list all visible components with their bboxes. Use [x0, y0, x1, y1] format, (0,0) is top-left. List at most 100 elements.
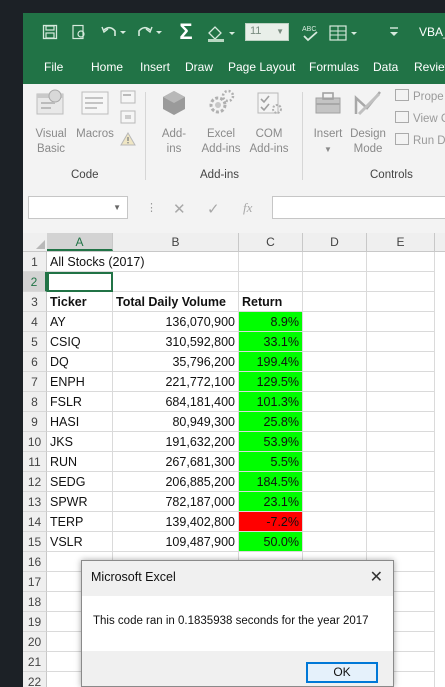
- cell-c1[interactable]: [239, 252, 303, 272]
- cell-e21[interactable]: [367, 652, 435, 672]
- cell-e4[interactable]: [367, 312, 435, 332]
- tab-page-layout[interactable]: Page Layout: [228, 60, 296, 74]
- row-header[interactable]: 19: [23, 612, 47, 632]
- visual-basic-button[interactable]: Visual Basic: [33, 88, 69, 157]
- row-header[interactable]: 9: [23, 412, 47, 432]
- cell-e1[interactable]: [367, 252, 435, 272]
- cell-b15[interactable]: 109,487,900: [113, 532, 239, 552]
- cell-a11[interactable]: RUN: [47, 452, 113, 472]
- run-dialog-button[interactable]: Run D: [395, 133, 445, 147]
- row-header[interactable]: 15: [23, 532, 47, 552]
- cell-c3[interactable]: Return: [239, 292, 303, 312]
- table-icon[interactable]: [328, 24, 358, 42]
- tab-formulas[interactable]: Formulas: [309, 60, 360, 74]
- cell-e18[interactable]: [367, 592, 435, 612]
- cell-b13[interactable]: 782,187,000: [113, 492, 239, 512]
- cell-c13[interactable]: 23.1%: [239, 492, 303, 512]
- row-header[interactable]: 10: [23, 432, 47, 452]
- cell-c12[interactable]: 184.5%: [239, 472, 303, 492]
- cell-b5[interactable]: 310,592,800: [113, 332, 239, 352]
- row-header[interactable]: 3: [23, 292, 47, 312]
- tab-home[interactable]: Home: [91, 60, 124, 74]
- cell-c9[interactable]: 25.8%: [239, 412, 303, 432]
- cell-e22[interactable]: [367, 672, 435, 687]
- cell-c2[interactable]: [239, 272, 303, 292]
- properties-button[interactable]: Prope: [395, 89, 444, 103]
- cell-a10[interactable]: JKS: [47, 432, 113, 452]
- view-code-button[interactable]: View C: [395, 111, 445, 125]
- row-header[interactable]: 6: [23, 352, 47, 372]
- tab-review[interactable]: Review: [414, 60, 445, 74]
- cell-a1[interactable]: All Stocks (2017): [47, 252, 144, 272]
- cell-c11[interactable]: 5.5%: [239, 452, 303, 472]
- cell-b6[interactable]: 35,796,200: [113, 352, 239, 372]
- cell-b2[interactable]: [113, 272, 239, 292]
- cell-a5[interactable]: CSIQ: [47, 332, 113, 352]
- cell-a12[interactable]: SEDG: [47, 472, 113, 492]
- active-cell-a2[interactable]: [47, 272, 113, 292]
- cell-e13[interactable]: [367, 492, 435, 512]
- cell-d15[interactable]: [303, 532, 367, 552]
- cell-e5[interactable]: [367, 332, 435, 352]
- relative-reference-icon[interactable]: [120, 110, 136, 127]
- cancel-icon[interactable]: ✕: [173, 201, 186, 218]
- cell-d13[interactable]: [303, 492, 367, 512]
- row-header[interactable]: 16: [23, 552, 47, 572]
- cell-d1[interactable]: [303, 252, 367, 272]
- row-header[interactable]: 4: [23, 312, 47, 332]
- row-header[interactable]: 11: [23, 452, 47, 472]
- undo-icon[interactable]: [99, 24, 127, 42]
- tab-data[interactable]: Data: [373, 60, 399, 74]
- row-header[interactable]: 2: [23, 272, 47, 292]
- cell-d6[interactable]: [303, 352, 367, 372]
- autosum-icon[interactable]: Σ: [179, 19, 193, 44]
- cell-e9[interactable]: [367, 412, 435, 432]
- row-header[interactable]: 17: [23, 572, 47, 592]
- cell-b8[interactable]: 684,181,400: [113, 392, 239, 412]
- cell-d2[interactable]: [303, 272, 367, 292]
- column-header-e[interactable]: E: [367, 233, 435, 251]
- cell-e19[interactable]: [367, 612, 435, 632]
- formula-input[interactable]: [272, 196, 445, 219]
- cell-d10[interactable]: [303, 432, 367, 452]
- addins-button[interactable]: Add- ins: [157, 88, 191, 157]
- row-header[interactable]: 14: [23, 512, 47, 532]
- tab-insert[interactable]: Insert: [140, 60, 171, 74]
- cell-a9[interactable]: HASI: [47, 412, 113, 432]
- redo-icon[interactable]: [135, 24, 163, 42]
- cell-c7[interactable]: 129.5%: [239, 372, 303, 392]
- excel-addins-button[interactable]: Excel Add-ins: [197, 88, 245, 157]
- select-all-button[interactable]: [23, 233, 48, 251]
- row-header[interactable]: 1: [23, 252, 47, 272]
- cell-a15[interactable]: VSLR: [47, 532, 113, 552]
- cell-d3[interactable]: [303, 292, 367, 312]
- spelling-icon[interactable]: ABC: [299, 24, 321, 42]
- cell-e10[interactable]: [367, 432, 435, 452]
- design-mode-button[interactable]: Design Mode: [347, 88, 389, 157]
- save-icon[interactable]: [41, 24, 59, 42]
- row-header[interactable]: 21: [23, 652, 47, 672]
- cell-e6[interactable]: [367, 352, 435, 372]
- cell-a3[interactable]: Ticker: [47, 292, 113, 312]
- cell-d4[interactable]: [303, 312, 367, 332]
- customize-qat-icon[interactable]: [387, 25, 401, 43]
- cell-a8[interactable]: FSLR: [47, 392, 113, 412]
- cell-e2[interactable]: [367, 272, 435, 292]
- column-header-d[interactable]: D: [303, 233, 367, 251]
- cell-d9[interactable]: [303, 412, 367, 432]
- cell-e16[interactable]: [367, 552, 435, 572]
- macros-button[interactable]: Macros: [73, 88, 117, 142]
- tab-file[interactable]: File: [44, 60, 64, 74]
- cell-b14[interactable]: 139,402,800: [113, 512, 239, 532]
- cell-e20[interactable]: [367, 632, 435, 652]
- cell-b12[interactable]: 206,885,200: [113, 472, 239, 492]
- record-macro-icon[interactable]: [120, 90, 136, 107]
- column-header-b[interactable]: B: [113, 233, 239, 251]
- insert-function-icon[interactable]: fx: [243, 200, 253, 215]
- ok-button[interactable]: OK: [306, 662, 378, 683]
- cell-e7[interactable]: [367, 372, 435, 392]
- cell-e17[interactable]: [367, 572, 435, 592]
- cell-c14[interactable]: -7.2%: [239, 512, 303, 532]
- cell-a14[interactable]: TERP: [47, 512, 113, 532]
- cell-b1[interactable]: [113, 252, 239, 272]
